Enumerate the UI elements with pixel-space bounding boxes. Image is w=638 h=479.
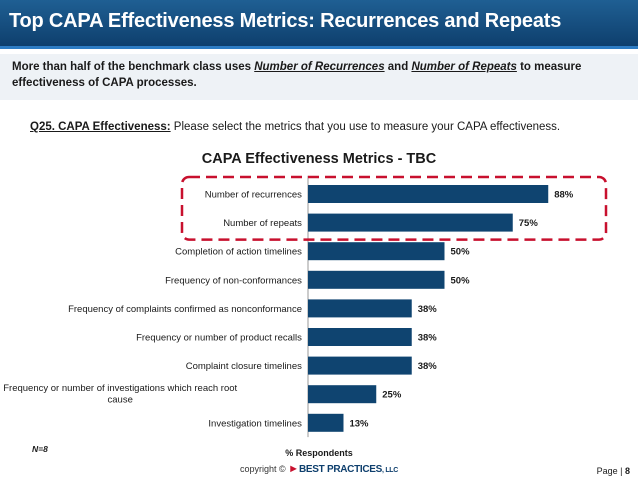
category-label-line: cause <box>108 394 133 405</box>
category-label-8: Frequency or number of investigations wh… <box>3 383 237 406</box>
category-label-line: Frequency of non-conformances <box>165 275 302 286</box>
summary-part2: and <box>384 61 412 73</box>
page-label: Page <box>596 466 618 476</box>
x-axis-label: % Respondents <box>285 448 353 458</box>
value-label-7: 38% <box>418 361 438 372</box>
summary-text: More than half of the benchmark class us… <box>12 59 612 91</box>
page-number: Page | 8 <box>596 466 630 476</box>
category-label-9: Investigation timelines <box>208 418 302 429</box>
page-title: Top CAPA Effectiveness Metrics: Recurren… <box>9 10 562 32</box>
category-label-line: Frequency of complaints confirmed as non… <box>68 304 302 315</box>
category-label-4: Frequency of non-conformances <box>165 275 302 286</box>
value-label-2: 75% <box>519 218 539 229</box>
sample-size-note: N=8 <box>32 444 48 454</box>
brand-logo-icon: ► <box>288 463 299 475</box>
question-label: Q25. CAPA Effectiveness: <box>30 121 171 133</box>
category-label-7: Complaint closure timelines <box>186 361 302 372</box>
bar-4 <box>308 270 445 289</box>
category-label-5: Frequency of complaints confirmed as non… <box>68 304 302 315</box>
page-number-value: 8 <box>624 466 630 476</box>
category-label-1: Number of recurrences <box>205 190 302 201</box>
summary-part1: More than half of the benchmark class us… <box>12 61 255 73</box>
title-bar: Top CAPA Effectiveness Metrics: Recurren… <box>0 0 638 46</box>
bar-8 <box>308 385 377 404</box>
question-text: Please select the metrics that you use t… <box>170 121 561 133</box>
survey-question: Q25. CAPA Effectiveness: Please select t… <box>30 121 560 133</box>
brand-name: BEST PRACTICES <box>299 464 383 475</box>
value-label-1: 88% <box>554 190 574 201</box>
summary-metric-repeats: Number of Repeats <box>411 61 517 73</box>
value-label-4: 50% <box>451 275 471 286</box>
bar-5 <box>308 299 412 318</box>
category-label-line: Frequency or number of product recalls <box>136 333 302 344</box>
chart-title: CAPA Effectiveness Metrics - TBC <box>201 151 437 167</box>
category-label-line: Investigation timelines <box>208 418 302 429</box>
highlight-box <box>180 175 608 241</box>
category-label-3: Completion of action timelines <box>175 247 302 258</box>
category-label-line: Number of recurrences <box>205 190 302 201</box>
brand-suffix: , LLC <box>382 467 399 474</box>
value-label-3: 50% <box>451 247 471 258</box>
category-label-line: Frequency or number of investigations wh… <box>3 383 237 394</box>
summary-part3: to measure effectiveness of CAPA process… <box>12 61 582 89</box>
bar-2 <box>308 213 513 232</box>
value-label-8: 25% <box>382 390 402 401</box>
value-label-6: 38% <box>418 333 438 344</box>
bar-3 <box>308 242 445 261</box>
bar-6 <box>308 328 412 346</box>
bar-9 <box>308 413 344 432</box>
category-label-2: Number of repeats <box>223 218 302 229</box>
value-label-9: 13% <box>349 418 369 429</box>
bar-7 <box>308 356 412 375</box>
bar-1 <box>308 185 549 203</box>
category-label-line: Number of repeats <box>223 218 302 229</box>
footer: copyright © ►BEST PRACTICES, LLC <box>0 463 638 475</box>
title-divider <box>0 46 638 49</box>
value-label-5: 38% <box>418 304 438 315</box>
summary-box: More than half of the benchmark class us… <box>0 54 638 100</box>
summary-metric-recurrences: Number of Recurrences <box>254 61 385 73</box>
category-label-line: Completion of action timelines <box>175 247 302 258</box>
category-label-6: Frequency or number of product recalls <box>136 333 302 344</box>
copyright-text: copyright © <box>239 464 286 474</box>
category-label-line: Complaint closure timelines <box>186 361 302 372</box>
